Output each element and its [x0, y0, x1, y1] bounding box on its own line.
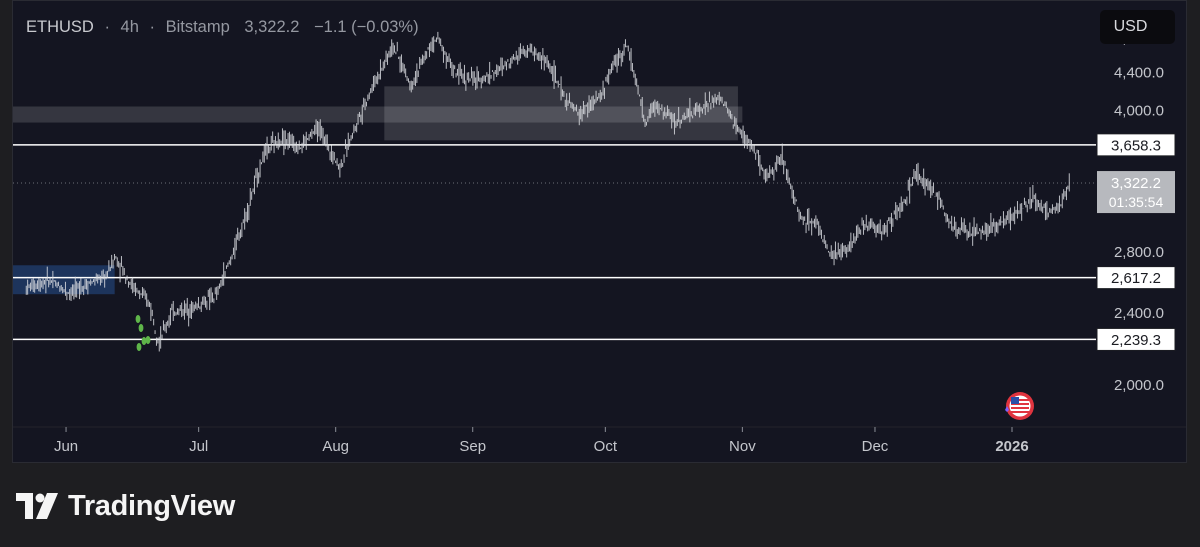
markers-layer [135, 315, 1034, 420]
x-tick-label: Aug [322, 438, 349, 455]
x-tick-label: Sep [459, 438, 486, 455]
level-label-box-1 [1096, 266, 1176, 290]
price-change-text: −1.1 (−0.03%) [314, 18, 419, 36]
green-marker-0 [135, 315, 141, 323]
level-label-box-0 [1096, 133, 1176, 157]
level-label-text-0: 3,658.3 [1111, 137, 1161, 154]
y-tick-label: 4,000.0 [1114, 102, 1164, 119]
last-price-text: 3,322.2 [244, 18, 300, 36]
zones-layer [13, 86, 743, 295]
flag-stripe-1 [1011, 403, 1029, 405]
flag-stripe-3 [1011, 411, 1029, 413]
header-sep-1: · [104, 18, 110, 36]
tradingview-logo-icon [16, 493, 58, 519]
symbol-name[interactable]: ETHUSD [26, 18, 94, 36]
level-label-text-2: 2,239.3 [1111, 332, 1161, 349]
time-axis[interactable]: Jun Jul Aug Sep Oct Nov Dec 2026 [13, 426, 1187, 455]
x-tick-label: Jun [54, 438, 78, 455]
last-price-box [1097, 171, 1175, 214]
currency-button[interactable]: USD [1100, 10, 1175, 44]
flag-canton [1011, 397, 1019, 404]
green-marker-4 [145, 336, 151, 344]
levels-layer [13, 144, 1096, 341]
candles-layer [25, 31, 1070, 352]
y-tick-label: 2,000.0 [1114, 377, 1164, 394]
level-label-text-1: 2,617.2 [1111, 270, 1161, 287]
flag-stripe-2 [1011, 407, 1029, 409]
price-chart[interactable]: 2,000.02,400.02,800.04,000.04,400.04,800… [13, 1, 1187, 463]
countdown-label: 01:35:54 [1109, 194, 1164, 210]
x-tick-label: Oct [594, 438, 618, 455]
y-tick-label: 2,800.0 [1114, 244, 1164, 261]
symbol-header: ETHUSD · 4h · Bitstamp 3,322.2 −1.1 (−0.… [26, 18, 419, 37]
x-tick-label: 2026 [995, 438, 1028, 455]
exchange-label: Bitstamp [165, 18, 230, 36]
interval-label[interactable]: 4h [120, 18, 139, 36]
flag-stripe-0 [1011, 399, 1029, 401]
price-labels-layer: 3,658.3 2,617.2 2,239.3 3,322.2 01:35:54 [1096, 133, 1176, 351]
zone-rect-1 [13, 106, 743, 123]
y-tick-label: 4,400.0 [1114, 65, 1164, 82]
chart-panel[interactable]: 2,000.02,400.02,800.04,000.04,400.04,800… [12, 0, 1187, 463]
last-price-label: 3,322.2 [1111, 175, 1161, 192]
us-flag-event-icon [1005, 392, 1034, 420]
x-tick-label: Dec [862, 438, 889, 455]
green-marker-1 [138, 324, 144, 332]
x-tick-label: Nov [729, 438, 756, 455]
header-sep-2: · [149, 18, 155, 36]
green-marker-2 [141, 337, 147, 345]
tradingview-wordmark: TradingView [68, 489, 235, 522]
x-tick-label: Jul [189, 438, 208, 455]
level-label-box-2 [1096, 327, 1176, 351]
y-tick-label: 2,400.0 [1114, 305, 1164, 322]
sparkle-icon [1005, 406, 1009, 412]
tradingview-logo[interactable]: TradingView [16, 488, 235, 524]
green-marker-3 [136, 343, 142, 351]
